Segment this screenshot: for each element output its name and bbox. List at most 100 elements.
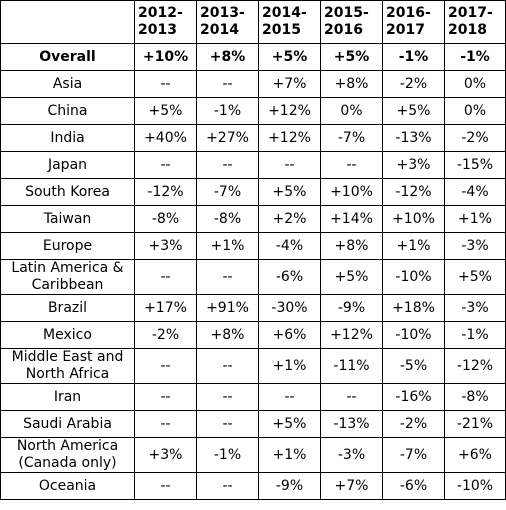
- value-cell: +27%: [196, 124, 259, 152]
- value-cell: +6%: [258, 321, 321, 349]
- value-cell: +8%: [320, 70, 383, 98]
- value-cell: +1%: [444, 205, 506, 233]
- value-cell: --: [196, 472, 259, 500]
- value-cell: -9%: [320, 294, 383, 322]
- value-cell: +10%: [134, 43, 197, 71]
- region-label: India: [0, 124, 135, 152]
- table-row: Asia -- -- +7% +8% -2% 0%: [0, 70, 506, 98]
- value-cell: -2%: [444, 124, 506, 152]
- table-row-overall: Overall +10% +8% +5% +5% -1% -1%: [0, 43, 506, 71]
- value-cell: --: [196, 348, 259, 384]
- value-cell: +5%: [258, 178, 321, 206]
- value-cell: +8%: [196, 321, 259, 349]
- value-cell: +3%: [134, 232, 197, 260]
- value-cell: +5%: [134, 97, 197, 125]
- value-cell: -1%: [444, 43, 506, 71]
- table-row: South Korea -12% -7% +5% +10% -12% -4%: [0, 178, 506, 206]
- year-header: 2012- 2013: [134, 0, 197, 44]
- value-cell: -7%: [382, 437, 445, 473]
- table-row: Japan -- -- -- -- +3% -15%: [0, 151, 506, 179]
- value-cell: -3%: [444, 294, 506, 322]
- table-row: Latin America & Caribbean -- -- -6% +5% …: [0, 259, 506, 295]
- value-cell: --: [320, 383, 383, 411]
- value-cell: +10%: [382, 205, 445, 233]
- value-cell: +1%: [196, 232, 259, 260]
- value-cell: +12%: [320, 321, 383, 349]
- value-cell: -1%: [444, 321, 506, 349]
- region-label: Japan: [0, 151, 135, 179]
- value-cell: --: [196, 410, 259, 438]
- region-label: Taiwan: [0, 205, 135, 233]
- value-cell: --: [134, 70, 197, 98]
- value-cell: --: [134, 348, 197, 384]
- region-label: Europe: [0, 232, 135, 260]
- value-cell: -3%: [444, 232, 506, 260]
- value-cell: -4%: [258, 232, 321, 260]
- value-cell: -6%: [382, 472, 445, 500]
- value-cell: +14%: [320, 205, 383, 233]
- region-label: China: [0, 97, 135, 125]
- region-label: North America (Canada only): [0, 437, 135, 473]
- region-label: Brazil: [0, 294, 135, 322]
- value-cell: +3%: [134, 437, 197, 473]
- region-label: Saudi Arabia: [0, 410, 135, 438]
- value-cell: --: [258, 151, 321, 179]
- table-row: Taiwan -8% -8% +2% +14% +10% +1%: [0, 205, 506, 233]
- region-label: Middle East and North Africa: [0, 348, 135, 384]
- value-cell: --: [258, 383, 321, 411]
- value-cell: -1%: [196, 97, 259, 125]
- value-cell: +10%: [320, 178, 383, 206]
- value-cell: --: [196, 70, 259, 98]
- region-label: Overall: [0, 43, 135, 71]
- value-cell: --: [134, 259, 197, 295]
- value-cell: +8%: [196, 43, 259, 71]
- region-label: Oceania: [0, 472, 135, 500]
- table-row: Brazil +17% +91% -30% -9% +18% -3%: [0, 294, 506, 322]
- value-cell: -6%: [258, 259, 321, 295]
- value-cell: --: [196, 383, 259, 411]
- value-cell: +1%: [382, 232, 445, 260]
- value-cell: +3%: [382, 151, 445, 179]
- value-cell: -2%: [382, 410, 445, 438]
- table-row: Europe +3% +1% -4% +8% +1% -3%: [0, 232, 506, 260]
- value-cell: -8%: [134, 205, 197, 233]
- year-header: 2016- 2017: [382, 0, 445, 44]
- value-cell: +12%: [258, 97, 321, 125]
- value-cell: --: [134, 472, 197, 500]
- value-cell: -13%: [320, 410, 383, 438]
- value-cell: -7%: [320, 124, 383, 152]
- value-cell: -2%: [134, 321, 197, 349]
- value-cell: +7%: [258, 70, 321, 98]
- value-cell: +1%: [258, 348, 321, 384]
- value-cell: -7%: [196, 178, 259, 206]
- header-row: 2012- 2013 2013- 2014 2014- 2015 2015- 2016 …: [0, 0, 506, 44]
- value-cell: -1%: [382, 43, 445, 71]
- value-cell: +6%: [444, 437, 506, 473]
- table-row: Oceania -- -- -9% +7% -6% -10%: [0, 472, 506, 500]
- value-cell: -4%: [444, 178, 506, 206]
- value-cell: --: [134, 410, 197, 438]
- value-cell: +91%: [196, 294, 259, 322]
- value-cell: 0%: [444, 70, 506, 98]
- value-cell: +7%: [320, 472, 383, 500]
- value-cell: -16%: [382, 383, 445, 411]
- region-label: Asia: [0, 70, 135, 98]
- region-label: Iran: [0, 383, 135, 411]
- table-row: Mexico -2% +8% +6% +12% -10% -1%: [0, 321, 506, 349]
- year-header: 2015- 2016: [320, 0, 383, 44]
- value-cell: -9%: [258, 472, 321, 500]
- value-cell: --: [196, 151, 259, 179]
- value-cell: 0%: [320, 97, 383, 125]
- table-row: North America (Canada only) +3% -1% +1% …: [0, 437, 506, 473]
- value-cell: +5%: [320, 43, 383, 71]
- year-header: 2014- 2015: [258, 0, 321, 44]
- value-cell: +5%: [320, 259, 383, 295]
- value-cell: -10%: [382, 321, 445, 349]
- value-cell: --: [134, 383, 197, 411]
- value-cell: -12%: [134, 178, 197, 206]
- value-cell: +40%: [134, 124, 197, 152]
- value-cell: -8%: [196, 205, 259, 233]
- value-cell: +5%: [444, 259, 506, 295]
- value-cell: +12%: [258, 124, 321, 152]
